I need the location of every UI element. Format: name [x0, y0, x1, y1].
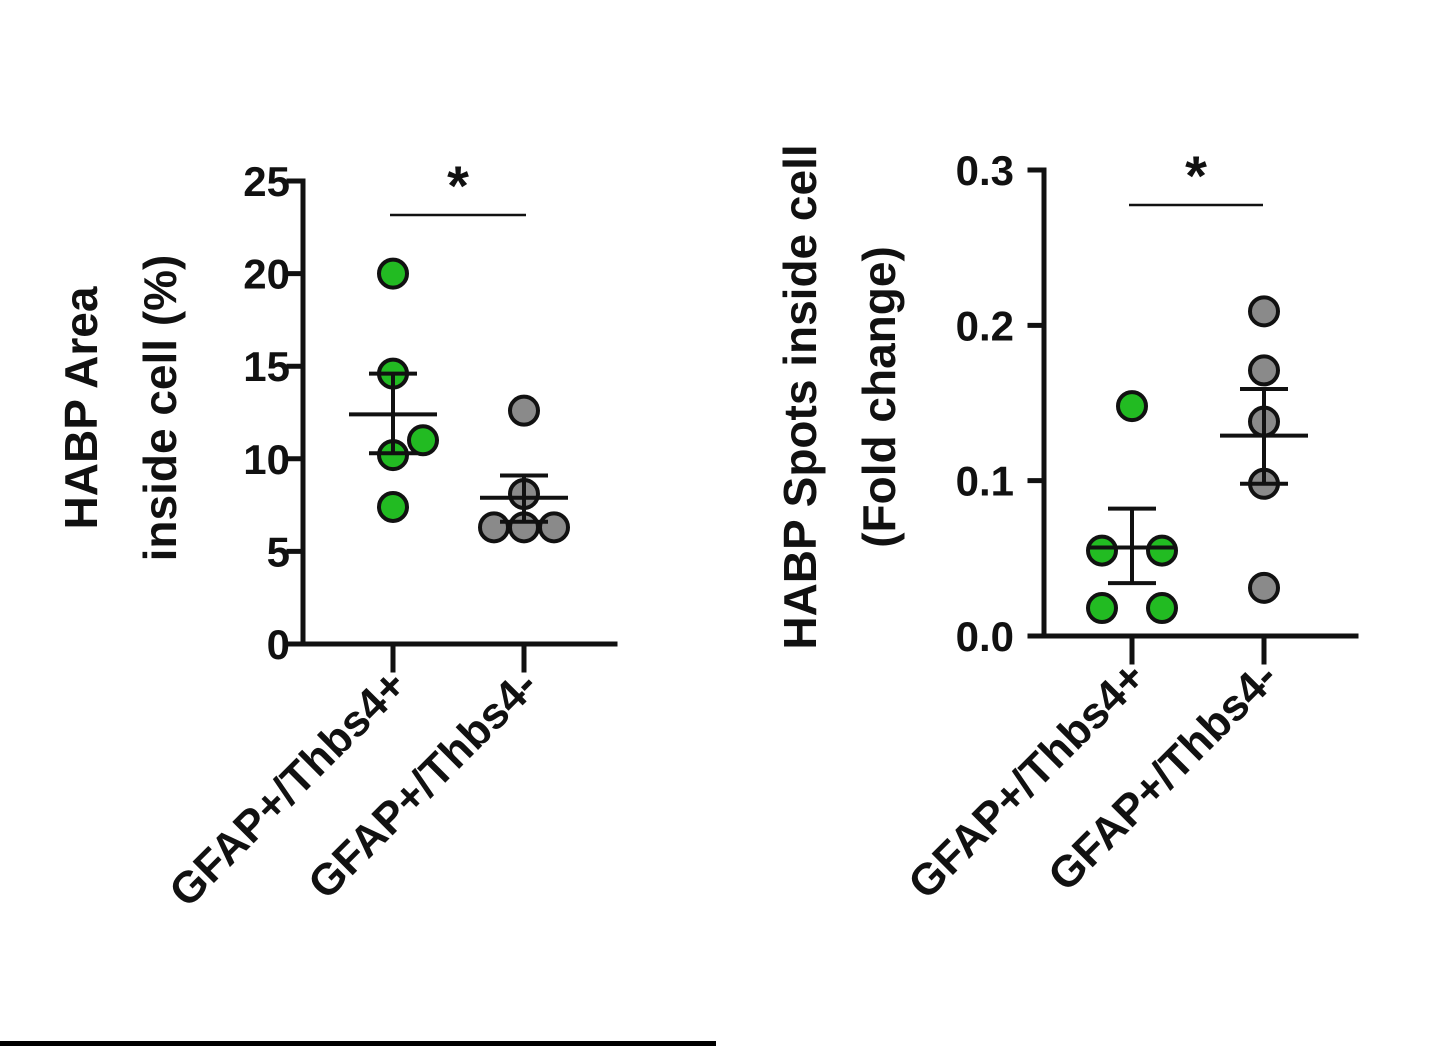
data-point: [1086, 592, 1118, 625]
y-tick-label: 0.3: [956, 147, 1014, 194]
data-point: [377, 257, 409, 290]
significance-marker: *: [1185, 144, 1207, 207]
data-point: [1086, 534, 1118, 567]
y-axis-label: HABP Spots inside cell: [774, 144, 826, 649]
data-point: [508, 394, 540, 427]
significance-marker: *: [447, 154, 469, 217]
data-point: [478, 511, 510, 544]
y-tick-label: 0.0: [956, 613, 1014, 660]
y-tick-label: 20: [243, 251, 290, 298]
category-label: GFAP+/Thbs4-: [299, 660, 547, 908]
y-tick-label: 25: [243, 158, 290, 205]
y-tick-label: 5: [267, 528, 290, 575]
data-point: [1116, 390, 1148, 423]
y-tick-label: 10: [243, 436, 290, 483]
data-point: [1248, 295, 1280, 328]
data-point: [1146, 534, 1178, 567]
y-tick-label: 0.2: [956, 302, 1014, 349]
data-point: [1248, 571, 1280, 604]
data-point: [407, 424, 439, 457]
data-point: [1248, 354, 1280, 387]
y-axis-label: HABP Area: [55, 286, 107, 529]
category-label: GFAP+/Thbs4+: [899, 652, 1155, 908]
data-point: [377, 490, 409, 523]
y-tick-label: 0.1: [956, 458, 1014, 505]
y-tick-label: 15: [243, 343, 290, 390]
habp-spots-chart: 0.0 0.1 0.2 0.3 HABP Spots inside cell (Fold …: [774, 144, 1359, 908]
data-point: [1146, 592, 1178, 625]
y-axis-label: (Fold change): [853, 246, 905, 548]
y-axis-label: inside cell (%): [134, 255, 186, 562]
data-point: [538, 511, 570, 544]
category-label: GFAP+/Thbs4-: [1039, 652, 1287, 900]
habp-area-chart: 0 5 10 15 20 25 HABP Area inside cell (%) GFAP+/…: [55, 154, 618, 916]
bottom-rule: [0, 1041, 716, 1046]
y-tick-label: 0: [267, 621, 290, 668]
category-label: GFAP+/Thbs4+: [160, 660, 416, 916]
